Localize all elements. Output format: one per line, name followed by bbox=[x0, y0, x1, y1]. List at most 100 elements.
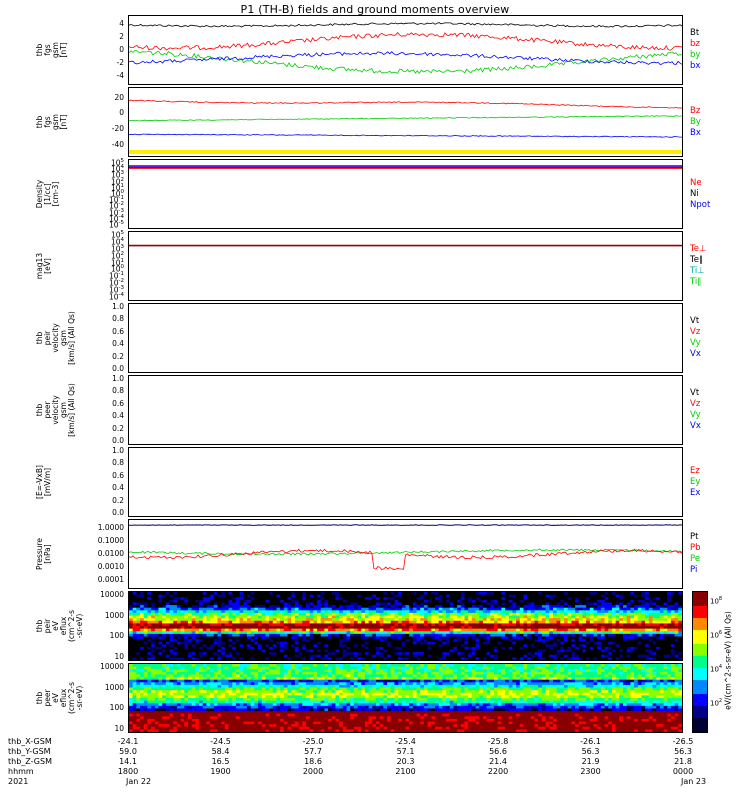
x-tick-label: -25.0 bbox=[302, 737, 324, 746]
legend-item-by: by bbox=[690, 50, 701, 60]
legend-item-bx: bx bbox=[690, 61, 701, 71]
x-tick-label: Jan 23 bbox=[681, 777, 707, 786]
panel-peer-velocity bbox=[128, 375, 683, 445]
x-tick-label: 14.1 bbox=[119, 757, 137, 766]
y-tick-label: 10-1 bbox=[108, 271, 124, 281]
x-tick-label: -26.5 bbox=[672, 737, 694, 746]
x-axis-row-label-2021: 2021 bbox=[8, 777, 29, 786]
plot-area-peer-velocity bbox=[129, 376, 682, 444]
y-tick-label: 0.6 bbox=[112, 470, 124, 480]
y-tick-label: 4 bbox=[119, 18, 124, 28]
legend-item-Vt: Vt bbox=[690, 316, 700, 326]
x-tick-label: 58.4 bbox=[211, 747, 230, 756]
y-tick-label: 0.8 bbox=[112, 458, 124, 468]
y-tick-label: 0 bbox=[119, 108, 124, 118]
y-tick-label: 0.0100 bbox=[97, 548, 124, 558]
x-tick-label: 56.6 bbox=[489, 747, 507, 756]
y-axis-label-peer-velocity: thb peer velocity gsm [km/s] (All Qs) bbox=[35, 383, 76, 437]
legend-item-Te: Te∥ bbox=[690, 255, 704, 265]
plot-area-pressure bbox=[129, 520, 682, 588]
plot-area-peer-eflux-spectrogram bbox=[129, 664, 682, 732]
plot-area-fgs-gsm bbox=[129, 16, 682, 84]
y-tick-label: 102 bbox=[110, 176, 124, 187]
y-tick-label: 1.0 bbox=[112, 446, 124, 455]
y-tick-label: 100 bbox=[110, 264, 124, 274]
plot-area-efield bbox=[129, 448, 682, 516]
y-tick-label: 0.0001 bbox=[97, 574, 124, 584]
y-tick-label: -4 bbox=[116, 70, 124, 80]
y-tick-label: 1.0 bbox=[112, 302, 124, 311]
panel-fgs-gsm-2 bbox=[128, 87, 683, 157]
panel-fgs-gsm bbox=[128, 15, 683, 85]
legend-item-Npot: Npot bbox=[690, 199, 711, 210]
colorbar-tick-label: 102 bbox=[710, 698, 723, 708]
y-tick-label: 0.1000 bbox=[97, 535, 124, 545]
y-tick-label: 0.8 bbox=[112, 314, 124, 324]
y-tick-label: 10-3 bbox=[108, 285, 124, 295]
legend-item-By: By bbox=[690, 116, 701, 127]
y-tick-label: 10-4 bbox=[108, 292, 124, 302]
y-tick-label: 0.0 bbox=[112, 436, 124, 445]
y-axis-label-peir-velocity: thb peir velocity gsm [km/s] (All Qs) bbox=[35, 311, 76, 365]
y-tick-label: 1000 bbox=[104, 610, 124, 620]
y-tick-label: 105 bbox=[110, 230, 124, 240]
legend-item-Ti: Ti⊥ bbox=[690, 266, 705, 276]
colorbar-label: eV/(cm^2-s-sr-eV) (All Qs) bbox=[723, 611, 733, 710]
y-tick-label: 0.6 bbox=[112, 398, 124, 408]
x-axis-row-label-hhmm: hhmm bbox=[8, 767, 34, 776]
x-axis-row-label-thbXGSM: thb_X-GSM bbox=[8, 737, 52, 746]
y-axis-label-fgs-gsm-2: thb fgs gsm [nT] bbox=[35, 114, 68, 130]
plot-area-peir-velocity bbox=[129, 304, 682, 372]
colorbar-tick-label: 106 bbox=[710, 630, 723, 640]
legend-item-Ex: Ex bbox=[690, 487, 701, 498]
y-tick-label: 0.2 bbox=[112, 423, 124, 433]
panel-pressure bbox=[128, 519, 683, 589]
y-tick-label: 102 bbox=[110, 250, 124, 261]
y-tick-label: 10-4 bbox=[108, 213, 124, 224]
panel-density bbox=[128, 159, 683, 229]
y-tick-label: 100 bbox=[109, 631, 124, 641]
y-tick-label: 10-2 bbox=[108, 278, 124, 288]
x-tick-label: 56.3 bbox=[674, 747, 692, 756]
y-tick-label: 100 bbox=[110, 189, 124, 199]
legend-item-bz: bz bbox=[690, 39, 700, 49]
y-axis-label-peer-eflux-spectrogram: thb peer eV eflux (cm^2-s -sr-eV) bbox=[35, 681, 84, 715]
y-tick-label: 100 bbox=[109, 703, 124, 713]
y-tick-label: 104 bbox=[110, 164, 124, 174]
x-tick-label: -25.4 bbox=[395, 737, 416, 746]
y-tick-label: 1.0 bbox=[112, 374, 124, 383]
legend-item-Vt: Vt bbox=[690, 388, 700, 398]
legend-item-Ez: Ez bbox=[690, 465, 700, 476]
legend-item-Bt: Bt bbox=[690, 28, 700, 38]
y-tick-label: 10 bbox=[114, 724, 124, 733]
x-tick-label: -25.8 bbox=[487, 737, 509, 746]
x-tick-label: 21.9 bbox=[581, 757, 600, 766]
panel-peir-eflux-spectrogram bbox=[128, 591, 683, 661]
y-tick-label: 105 bbox=[110, 158, 124, 168]
x-tick-label: 57.7 bbox=[304, 747, 322, 756]
y-tick-label: 0.4 bbox=[112, 411, 124, 421]
x-tick-label: 21.8 bbox=[674, 757, 692, 766]
y-tick-label: 103 bbox=[110, 243, 124, 254]
colorbar-tick-label: 104 bbox=[710, 664, 723, 674]
y-axis-label-pressure: Pressure [nPa] bbox=[35, 537, 52, 571]
colorbar-tick-label: 108 bbox=[710, 596, 723, 606]
y-tick-label: 10 bbox=[114, 652, 124, 661]
panel-peer-eflux-spectrogram bbox=[128, 663, 683, 733]
x-tick-label: 16.5 bbox=[211, 757, 230, 766]
y-axis-label-density: Density [1/cc] [cm-3] bbox=[35, 179, 60, 209]
y-tick-label: 10000 bbox=[100, 590, 124, 599]
legend-item-Vy: Vy bbox=[690, 338, 701, 348]
y-tick-label: 101 bbox=[110, 182, 124, 193]
y-tick-label: 10000 bbox=[100, 662, 124, 671]
y-tick-label: 10-2 bbox=[108, 201, 124, 211]
legend-item-Vx: Vx bbox=[690, 421, 701, 431]
legend-item-Ni: Ni bbox=[690, 188, 699, 199]
y-tick-label: -2 bbox=[116, 57, 124, 67]
y-tick-label: -20 bbox=[111, 124, 124, 134]
y-tick-label: 0 bbox=[119, 44, 124, 54]
panel-peir-velocity bbox=[128, 303, 683, 373]
y-axis-label-temperature: mag13 [eV] bbox=[35, 252, 52, 280]
y-tick-label: 10-1 bbox=[108, 195, 124, 205]
y-tick-label: 10-3 bbox=[108, 207, 124, 218]
